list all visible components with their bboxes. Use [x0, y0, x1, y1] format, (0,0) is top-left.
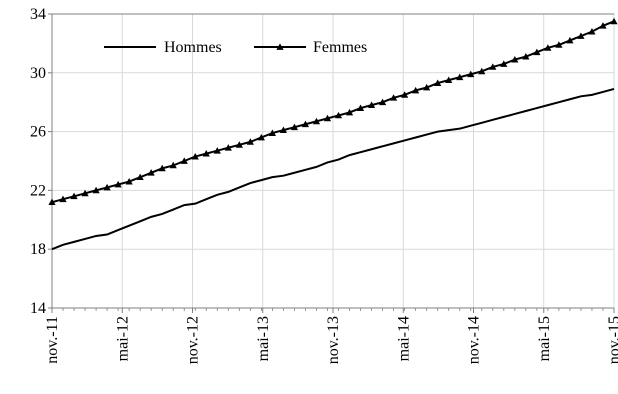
y-tick-label: 14 [30, 300, 46, 317]
data-point-femmes [147, 169, 155, 176]
data-point-femmes [367, 101, 376, 109]
data-point-femmes [610, 17, 618, 25]
data-point-femmes [423, 83, 431, 91]
data-point-femmes [489, 63, 497, 70]
x-tick-label: nov.-15 [606, 316, 618, 364]
data-point-femmes [202, 150, 210, 157]
x-tick-label: mai-12 [114, 316, 131, 361]
y-tick-label: 34 [30, 6, 46, 23]
data-point-femmes [511, 55, 519, 63]
data-point-femmes [180, 157, 188, 164]
data-point-femmes [434, 79, 442, 86]
data-point-femmes [246, 138, 254, 145]
data-point-femmes [522, 53, 530, 60]
data-point-femmes [279, 126, 288, 134]
data-point-femmes [70, 192, 78, 200]
legend: Hommes Femmes [104, 39, 367, 56]
data-point-femmes [213, 147, 221, 154]
data-point-femmes [356, 104, 365, 111]
data-point-femmes [125, 177, 133, 185]
data-point-femmes [544, 44, 552, 51]
data-point-femmes [81, 189, 89, 197]
legend-marker-femmes [276, 43, 284, 50]
data-point-femmes [103, 183, 111, 191]
y-tick-label: 30 [30, 65, 46, 82]
x-tick-label: nov.-14 [466, 316, 483, 364]
data-point-femmes [555, 41, 563, 48]
data-point-femmes [467, 70, 475, 78]
data-point-femmes [169, 161, 177, 169]
data-point-femmes [257, 133, 265, 141]
data-point-femmes [500, 60, 508, 67]
data-point-femmes [401, 91, 409, 98]
x-tick-label: mai-13 [255, 316, 272, 361]
data-point-femmes [301, 120, 310, 128]
axes [48, 13, 615, 313]
legend-label-hommes: Hommes [164, 39, 222, 56]
data-point-femmes [191, 152, 199, 160]
data-point-femmes [566, 36, 574, 44]
x-tick-label: mai-15 [536, 316, 553, 361]
data-point-femmes [412, 86, 420, 94]
data-point-femmes [290, 123, 299, 131]
data-point-femmes [390, 94, 398, 101]
data-point-femmes [456, 73, 464, 81]
data-point-femmes [478, 67, 486, 75]
y-tick-label: 22 [30, 182, 46, 199]
data-point-femmes [577, 32, 585, 39]
x-tick-label: nov.-11 [44, 316, 61, 364]
data-point-femmes [533, 48, 541, 56]
legend-label-femmes: Femmes [313, 39, 367, 56]
x-tick-label: mai-14 [395, 316, 412, 361]
series-line-hommes [51, 88, 615, 251]
data-point-femmes [92, 186, 100, 194]
series-line-femmes [51, 20, 615, 204]
data-point-femmes [136, 173, 144, 181]
data-point-femmes [345, 108, 354, 116]
data-point-femmes [235, 141, 243, 148]
data-point-femmes [268, 129, 276, 136]
data-point-femmes [59, 195, 67, 203]
x-tick-labels: nov.-11 mai-12 nov.-12 mai-13 nov.-13 mai-14 n… [44, 316, 618, 364]
x-tick-label: nov.-13 [325, 316, 342, 364]
data-point-femmes [224, 144, 232, 151]
data-point-femmes [158, 164, 166, 172]
data-point-femmes [334, 111, 343, 119]
y-tick-label: 26 [30, 124, 46, 141]
data-point-femmes [114, 180, 122, 188]
y-tick-labels: 14 18 22 26 30 34 [30, 6, 46, 317]
data-point-femmes [445, 76, 453, 84]
data-point-femmes [323, 114, 332, 122]
data-point-femmes [588, 28, 596, 35]
data-point-femmes [378, 98, 387, 106]
data-point-femmes [312, 117, 321, 125]
data-point-femmes [48, 198, 56, 206]
series-lines [48, 17, 618, 251]
x-tick-label: nov.-12 [185, 316, 202, 364]
y-tick-label: 18 [30, 241, 46, 258]
data-point-femmes [599, 22, 607, 29]
